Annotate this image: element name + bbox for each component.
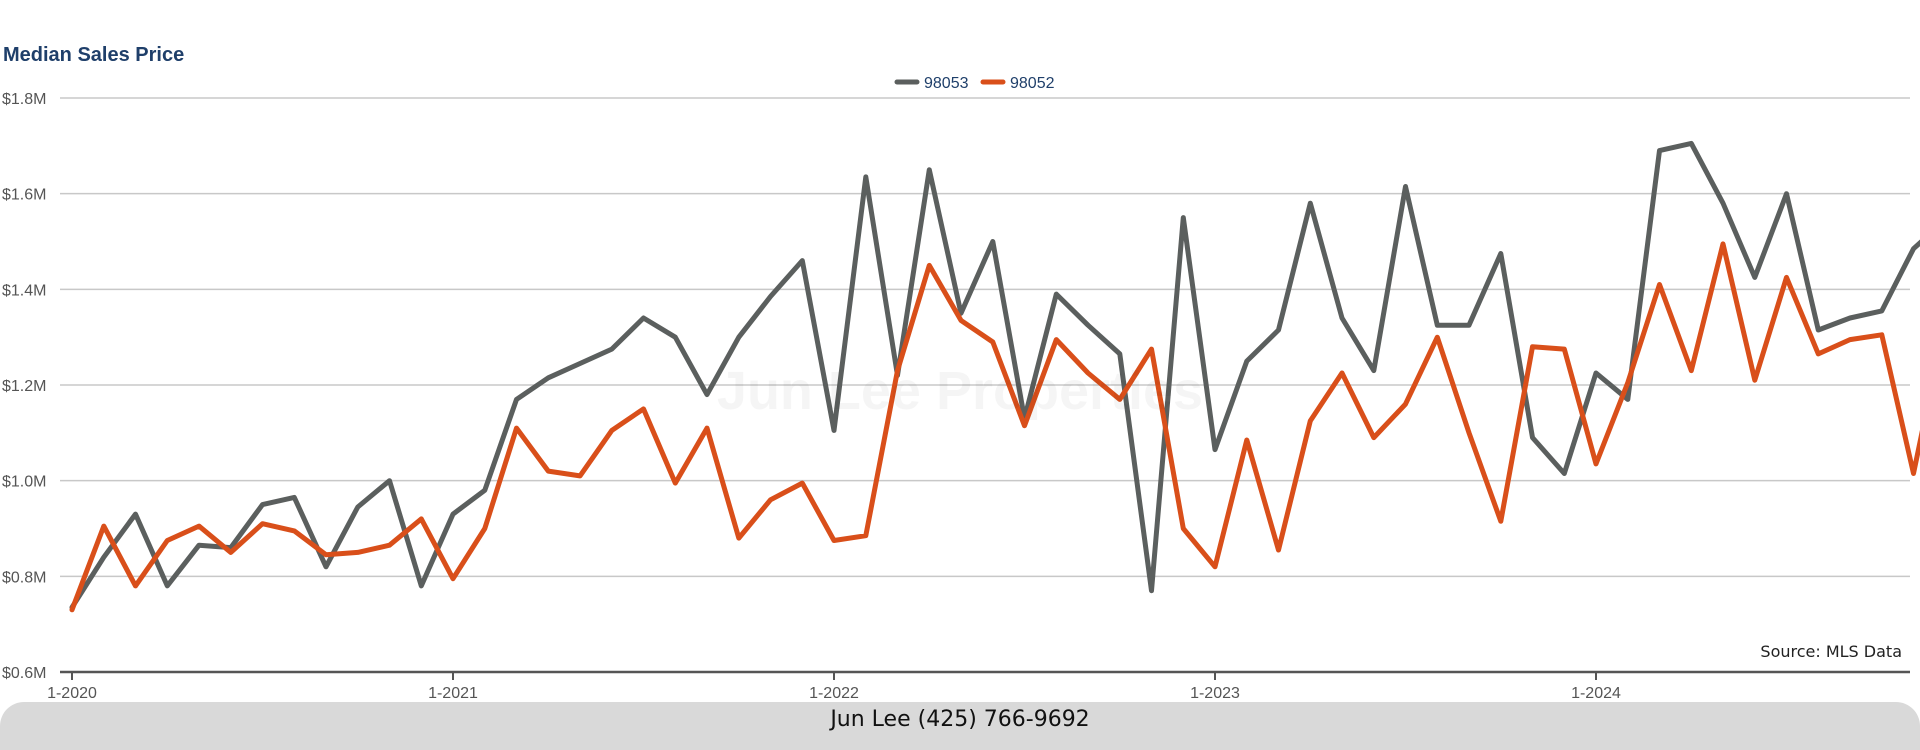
y-tick-label: $1.6M	[2, 187, 46, 204]
y-tick-label: $1.0M	[2, 474, 46, 491]
y-tick-label: $1.8M	[2, 91, 46, 108]
y-tick-label: $0.8M	[2, 569, 46, 586]
legend: 98053 98052	[894, 75, 1055, 92]
series-layer	[69, 140, 1920, 613]
legend-label-98053: 98053	[924, 75, 969, 92]
chart-title: Median Sales Price	[3, 44, 185, 66]
footer-contact: Jun Lee (425) 766-9692	[830, 707, 1090, 732]
x-tick-label: 1-2022	[809, 685, 859, 702]
series-line-98053	[69, 140, 1920, 610]
axis-layer: $0.6M $0.8M $1.0M $1.2M $1.4M $1.6M $1.8M 1-202…	[2, 91, 1910, 702]
series-line-98052	[69, 241, 1920, 613]
x-tick-label: 1-2020	[47, 685, 97, 702]
y-tick-label: $1.2M	[2, 378, 46, 395]
x-tick-label: 1-2024	[1571, 685, 1621, 702]
x-tick-label: 1-2021	[428, 685, 478, 702]
y-tick-label: $1.4M	[2, 282, 46, 299]
x-tick-label: 1-2023	[1190, 685, 1240, 702]
footer-bar	[0, 702, 1920, 750]
source-note: Source: MLS Data	[1760, 642, 1902, 661]
y-tick-label: $0.6M	[2, 665, 46, 682]
legend-label-98052: 98052	[1010, 75, 1055, 92]
grid-layer	[60, 97, 1910, 578]
chart-svg: $0.6M $0.8M $1.0M $1.2M $1.4M $1.6M $1.8M 1-202…	[2, 75, 1920, 702]
